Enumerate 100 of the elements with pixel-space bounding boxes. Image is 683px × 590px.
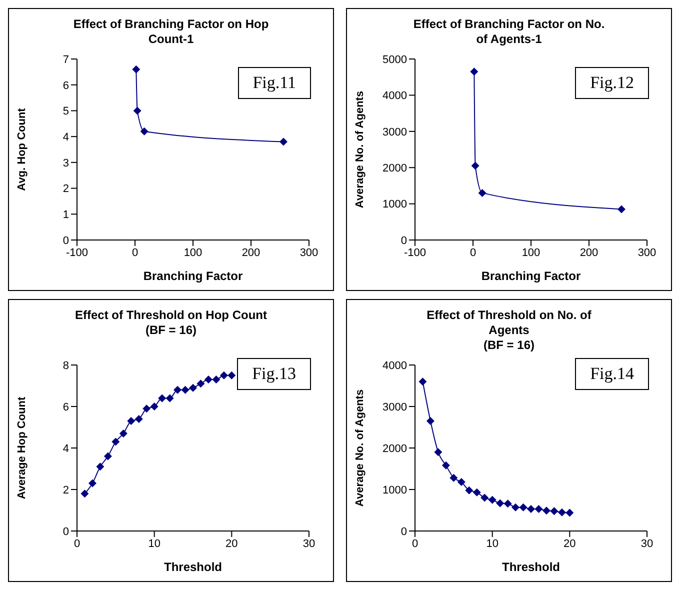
y-tick-label: 5 [62, 106, 69, 118]
y-tick-label: 0 [400, 526, 407, 538]
x-axis-title: Threshold [164, 560, 222, 574]
point [166, 394, 174, 402]
y-tick-label: 4 [62, 131, 69, 144]
point [558, 508, 566, 516]
point [88, 479, 96, 488]
point [566, 508, 574, 517]
y-tick-label: 4000 [382, 90, 407, 102]
chart-title: Effect of Branching Factor on Hop Count-1 [72, 17, 270, 47]
point [617, 205, 626, 214]
y-tick-label: 3000 [382, 126, 407, 138]
x-tick-label: 20 [226, 538, 238, 550]
y-tick-label: 7 [62, 54, 69, 66]
y-axis-title: Average No. of Agents [354, 389, 366, 507]
point [534, 505, 543, 514]
point [80, 490, 89, 498]
x-tick-label: 100 [522, 246, 540, 259]
y-tick-label: 0 [400, 234, 407, 247]
point [512, 503, 520, 512]
x-axis-title: Threshold [502, 560, 560, 574]
point [96, 462, 104, 471]
point [220, 371, 228, 380]
annotation: Fig.11 [238, 67, 311, 99]
point [418, 378, 427, 386]
x-tick-label: 0 [412, 538, 418, 550]
x-axis-title: Branching Factor [143, 269, 243, 283]
x-tick-label: 20 [564, 538, 576, 550]
point [279, 138, 288, 146]
y-axis-title: Average No. of Agents [354, 90, 366, 208]
point [519, 503, 528, 512]
point [132, 65, 140, 74]
y-tick-label: 2 [62, 484, 69, 496]
x-tick-label: 300 [638, 246, 656, 259]
point [134, 414, 143, 423]
chart-title: Effect of Branching Factor on No. of Agents-1 [412, 17, 606, 47]
y-tick-label: 0 [62, 526, 69, 538]
x-tick-label: 10 [148, 538, 160, 550]
point [142, 404, 151, 413]
point [119, 429, 128, 438]
y-tick-label: 2000 [382, 162, 407, 175]
point [196, 380, 205, 388]
point [181, 386, 190, 394]
point [212, 376, 220, 384]
point [158, 394, 166, 402]
x-axis-title: Branching Factor [481, 269, 581, 283]
point [434, 448, 442, 456]
x-tick-label: -100 [404, 246, 426, 259]
point [133, 106, 142, 115]
y-tick-label: 4000 [382, 360, 407, 372]
point [189, 384, 197, 392]
point [450, 474, 458, 482]
point [496, 499, 504, 508]
x-tick-label: 10 [486, 538, 498, 550]
x-tick-label: 200 [580, 246, 598, 259]
point [104, 452, 112, 460]
y-tick-label: 1000 [382, 198, 407, 211]
y-tick-label: 1000 [382, 484, 407, 496]
y-tick-label: 1 [62, 209, 69, 222]
point [470, 68, 478, 76]
x-tick-label: 0 [470, 246, 476, 259]
point [478, 188, 486, 197]
y-axis-title: Average Hop Count [16, 396, 28, 500]
chart-title: Effect of Threshold on Hop Count [75, 308, 267, 322]
y-tick-label: 6 [62, 401, 69, 414]
point [457, 478, 466, 486]
x-tick-label: 30 [640, 538, 654, 550]
y-tick-label: 0 [62, 234, 69, 247]
y-tick-label: 2000 [382, 442, 407, 455]
point [504, 500, 512, 508]
annotation: Fig.14 [575, 358, 649, 390]
point [112, 438, 120, 446]
x-tick-label: 200 [242, 246, 260, 259]
point [465, 486, 474, 494]
point [174, 386, 182, 394]
point [527, 505, 535, 514]
point [228, 371, 236, 380]
annotation: Fig.13 [237, 358, 311, 390]
y-axis-title: Avg. Hop Count [16, 108, 28, 191]
y-tick-label: 3 [62, 157, 69, 170]
point [204, 376, 212, 384]
point [127, 417, 136, 426]
x-tick-label: 30 [302, 538, 316, 550]
point [471, 162, 480, 170]
point [150, 402, 158, 410]
y-tick-label: 6 [62, 80, 69, 92]
x-tick-label: 0 [74, 538, 80, 550]
point [488, 496, 496, 504]
point [426, 417, 434, 426]
chart-subtitle: (BF = 16) [482, 338, 536, 353]
point [550, 507, 558, 516]
point [480, 494, 489, 502]
y-tick-label: 8 [62, 360, 69, 372]
point [542, 506, 550, 515]
x-tick-label: 300 [300, 246, 318, 259]
x-tick-label: 100 [184, 246, 202, 259]
y-tick-label: 2 [62, 183, 69, 196]
point [472, 488, 481, 496]
y-tick-label: 5000 [382, 54, 407, 66]
x-tick-label: -100 [66, 246, 88, 259]
